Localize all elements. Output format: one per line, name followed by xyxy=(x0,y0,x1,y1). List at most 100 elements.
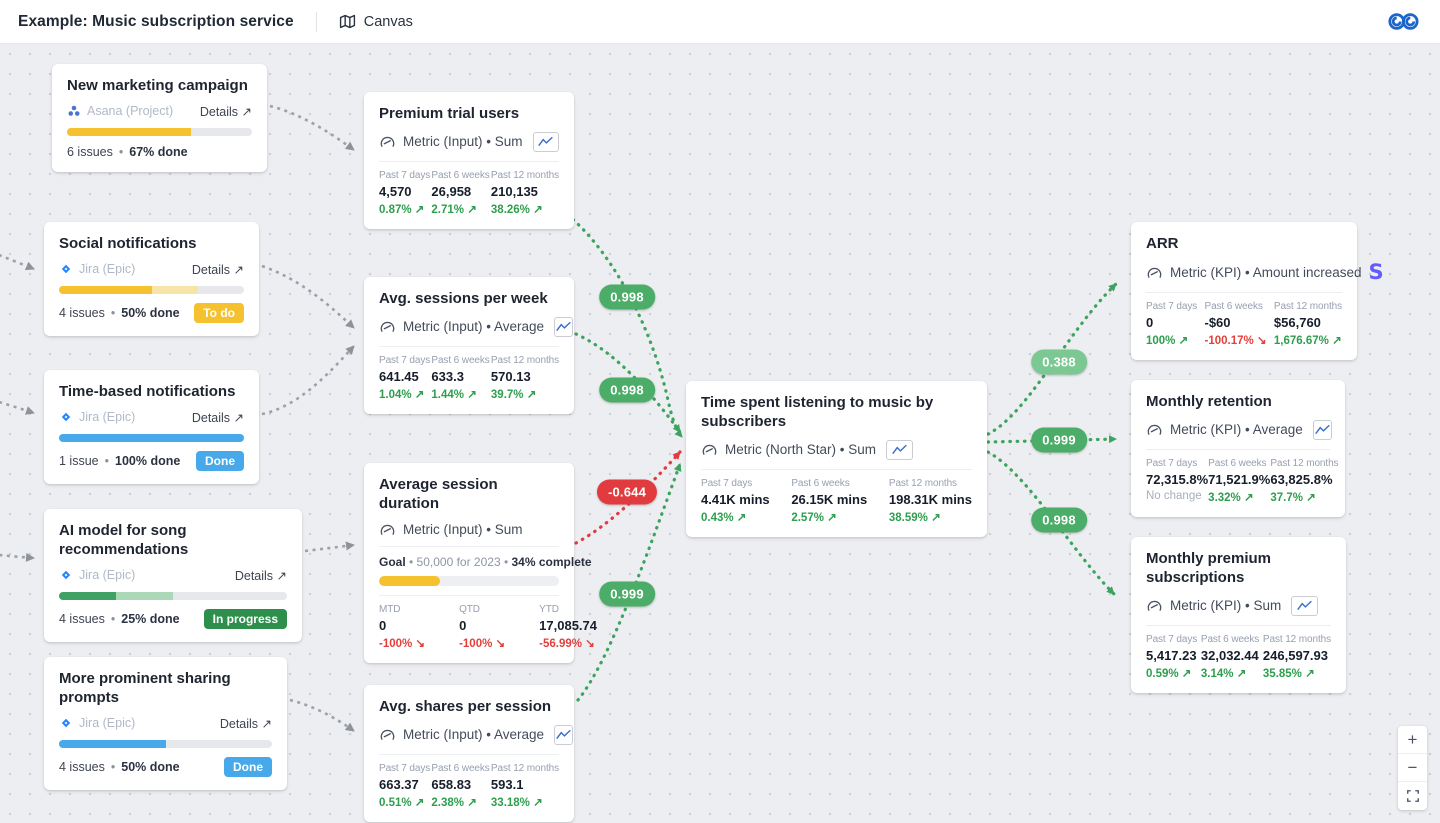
progress-bar xyxy=(59,285,244,294)
project-card-sharing-prompts[interactable]: More prominent sharing prompts Jira (Epi… xyxy=(44,657,287,790)
nav-canvas-label: Canvas xyxy=(363,13,413,30)
zoom-in-button[interactable]: + xyxy=(1398,726,1427,754)
stat-past-7-days: Past 7 days 0 100% ↗ xyxy=(1146,300,1198,347)
card-divider xyxy=(701,468,972,470)
details-link[interactable]: Details ↗ xyxy=(191,262,244,277)
kpi-card-monthly-retention[interactable]: Monthly retention Metric (KPI) • Average… xyxy=(1131,380,1345,517)
correlation-badge[interactable]: -0.644 xyxy=(596,479,658,505)
metric-card-average-session-duration[interactable]: Average session duration Metric (Input) … xyxy=(364,463,597,663)
stat-past-12-months: Past 12 months 198.31K mins 38.59% ↗ xyxy=(888,477,972,524)
stat-past-7-days: Past 7 days 663.37 0.51% ↗ xyxy=(379,762,431,809)
chart-preview-button[interactable] xyxy=(554,724,574,745)
stat-past-12-months: Past 12 months $56,760 1,676.67% ↗ xyxy=(1273,300,1342,347)
details-link[interactable]: Details ↗ xyxy=(234,568,287,583)
metric-meta: Metric (North Star) • Sum xyxy=(725,442,876,457)
stat-qtd: QTD 0 -100% ↘ xyxy=(459,603,506,650)
card-divider xyxy=(379,345,559,347)
project-card-ai-model[interactable]: AI model for song recommendations Jira (… xyxy=(44,509,302,642)
stat-past-7-days: Past 7 days 641.45 1.04% ↗ xyxy=(379,354,431,401)
jira-icon xyxy=(59,568,73,582)
metric-card-avg-sessions-per-week[interactable]: Avg. sessions per week Metric (Input) • … xyxy=(364,277,574,414)
map-icon xyxy=(339,14,356,29)
stripe-icon: S xyxy=(1368,259,1384,284)
metric-title: Monthly retention xyxy=(1146,393,1272,410)
goal-row: Goal • 50,000 for 2023 • 34% complete xyxy=(379,554,592,569)
project-card-social-notifications[interactable]: Social notifications Jira (Epic) Details… xyxy=(44,222,259,336)
card-divider xyxy=(1146,448,1330,450)
correlation-badge[interactable]: 0.388 xyxy=(1031,349,1087,375)
nav-canvas[interactable]: Canvas xyxy=(339,14,413,30)
percent-done: 50% done xyxy=(121,759,180,774)
chart-preview-button[interactable] xyxy=(532,131,559,152)
goal-target: • 50,000 for 2023 • xyxy=(409,554,509,569)
chart-preview-button[interactable] xyxy=(1312,419,1332,440)
status-badge: Done xyxy=(224,756,272,777)
stat-past-7-days: Past 7 days 72,315.8% No change xyxy=(1146,457,1209,502)
project-card-time-based-notifications[interactable]: Time-based notifications Jira (Epic) Det… xyxy=(44,370,259,484)
stat-past-12-months: Past 12 months 63,825.8% 37.7% ↗ xyxy=(1270,457,1339,504)
stat-past-6-weeks: Past 6 weeks 71,521.9% 3.32% ↗ xyxy=(1208,457,1271,504)
fullscreen-icon xyxy=(1406,790,1419,802)
card-divider xyxy=(1146,624,1331,626)
correlation-badge[interactable]: 0.998 xyxy=(599,284,655,310)
card-divider xyxy=(379,753,559,755)
zoom-out-button[interactable]: − xyxy=(1398,754,1427,782)
canvas-zoom-controls: + − xyxy=(1398,726,1427,810)
fullscreen-button[interactable] xyxy=(1398,782,1427,810)
stat-past-12-months: Past 12 months 570.13 39.7% ↗ xyxy=(490,354,559,401)
doubleloop-logo-icon[interactable] xyxy=(1386,9,1422,34)
header-divider xyxy=(315,11,317,32)
issues-count: 6 issues xyxy=(67,144,113,159)
details-link[interactable]: Details ↗ xyxy=(191,410,244,425)
project-card-new-marketing-campaign[interactable]: New marketing campaign Asana (Project) D… xyxy=(52,64,267,172)
gauge-icon xyxy=(1146,265,1163,280)
metric-meta: Metric (Input) • Average xyxy=(403,319,545,335)
kpi-card-arr[interactable]: ARR Metric (KPI) • Amount increased S Pa… xyxy=(1131,222,1384,360)
goal-complete: 34% complete xyxy=(511,554,592,569)
status-badge: To do xyxy=(194,302,244,323)
metric-meta: Metric (Input) • Sum xyxy=(403,134,523,150)
metric-title: Time spent listening to music by subscri… xyxy=(701,394,934,430)
issues-count: 1 issue xyxy=(59,453,99,468)
correlation-badge[interactable]: 0.998 xyxy=(599,377,655,403)
top-bar: Example: Music subscription service Canv… xyxy=(0,0,1440,44)
source-label: Jira (Epic) xyxy=(79,716,136,730)
metric-card-avg-shares-per-session[interactable]: Avg. shares per session Metric (Input) •… xyxy=(364,685,574,822)
project-title: Time-based notifications xyxy=(59,383,236,400)
stat-past-6-weeks: Past 6 weeks 658.83 2.38% ↗ xyxy=(431,762,490,809)
correlation-badge[interactable]: 0.999 xyxy=(1031,427,1087,453)
stat-past-7-days: Past 7 days 4.41K mins 0.43% ↗ xyxy=(701,477,770,524)
status-badge: In progress xyxy=(203,608,287,629)
asana-icon xyxy=(67,104,81,118)
gauge-icon xyxy=(1146,598,1163,613)
correlation-badge[interactable]: 0.998 xyxy=(1031,507,1087,533)
metric-title: Monthly premium subscriptions xyxy=(1146,550,1272,586)
chart-preview-button[interactable] xyxy=(1291,595,1319,616)
chart-preview-button[interactable] xyxy=(554,316,574,337)
metric-meta: Metric (Input) • Sum xyxy=(403,521,523,537)
stat-past-12-months: Past 12 months 210,135 38.26% ↗ xyxy=(490,169,559,216)
stat-past-6-weeks: Past 6 weeks 32,032.44 3.14% ↗ xyxy=(1200,633,1260,680)
kpi-card-monthly-premium-subscriptions[interactable]: Monthly premium subscriptions Metric (KP… xyxy=(1131,537,1346,693)
metric-card-time-spent-listening[interactable]: Time spent listening to music by subscri… xyxy=(686,381,987,537)
gauge-icon xyxy=(379,522,396,537)
details-link[interactable]: Details ↗ xyxy=(219,716,272,731)
project-title: More prominent sharing prompts xyxy=(59,670,231,706)
correlation-badge[interactable]: 0.999 xyxy=(599,581,655,607)
chart-preview-button[interactable] xyxy=(886,439,913,460)
source-label: Jira (Epic) xyxy=(79,262,136,277)
metric-meta: Metric (KPI) • Sum xyxy=(1170,598,1282,613)
goal-progress-bar xyxy=(379,575,559,586)
metric-title: ARR xyxy=(1146,235,1179,252)
source-label: Asana (Project) xyxy=(87,104,174,119)
metric-meta: Metric (KPI) • Average xyxy=(1170,422,1303,438)
metric-meta: Metric (Input) • Average xyxy=(403,727,545,743)
metric-title: Avg. shares per session xyxy=(379,698,552,715)
stat-past-6-weeks: Past 6 weeks 26.15K mins 2.57% ↗ xyxy=(791,477,868,524)
metric-card-premium-trial-users[interactable]: Premium trial users Metric (Input) • Sum… xyxy=(364,92,574,229)
jira-icon xyxy=(59,262,73,276)
percent-done: 25% done xyxy=(121,611,180,626)
details-link[interactable]: Details ↗ xyxy=(199,104,252,119)
issues-count: 4 issues xyxy=(59,611,105,626)
project-title: AI model for song recommendations xyxy=(59,522,189,558)
